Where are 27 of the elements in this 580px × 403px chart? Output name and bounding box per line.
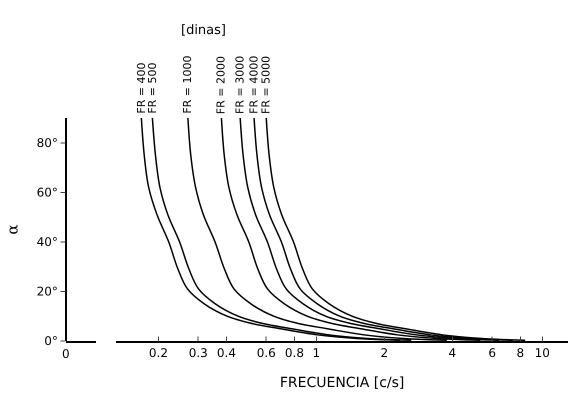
text: 0 <box>62 347 70 361</box>
x-tick-label: 0.2 <box>148 346 168 360</box>
x-tick-label: 2 <box>380 346 388 360</box>
y-axis-title: α <box>3 224 22 235</box>
text: FR = 2000 <box>214 56 228 114</box>
y-tick-label: 60° <box>36 186 58 200</box>
x-tick-label: 6 <box>488 346 496 360</box>
text: FR = 400 <box>135 62 148 114</box>
x-tick-label: 0.3 <box>188 346 208 360</box>
y-tick-label: 40° <box>36 235 58 250</box>
x-tick-label: 1 <box>312 346 320 360</box>
x-axis-title: FRECUENCIA [c/s] <box>280 374 404 391</box>
text: FR = 1000 <box>181 55 194 114</box>
x-tick-label: 0.6 <box>256 346 276 360</box>
text: FR = 5000 <box>259 56 272 114</box>
x-tick-label: 0.8 <box>284 346 304 360</box>
y-tick-label: 80° <box>36 136 58 150</box>
legend-title: [dinas] <box>181 23 226 38</box>
y-tick-label: 20° <box>36 284 58 299</box>
x-tick-label: 8 <box>516 346 524 360</box>
x-tick-label: 4 <box>448 346 456 360</box>
text: FR = 3000 <box>233 56 246 114</box>
text: FR = 500 <box>146 62 160 114</box>
x-tick-label: 0.4 <box>216 346 236 360</box>
text: FR = 4000 <box>247 56 260 114</box>
x-tick-label: 10 <box>534 346 550 360</box>
y-tick-label: 0° <box>44 334 58 348</box>
